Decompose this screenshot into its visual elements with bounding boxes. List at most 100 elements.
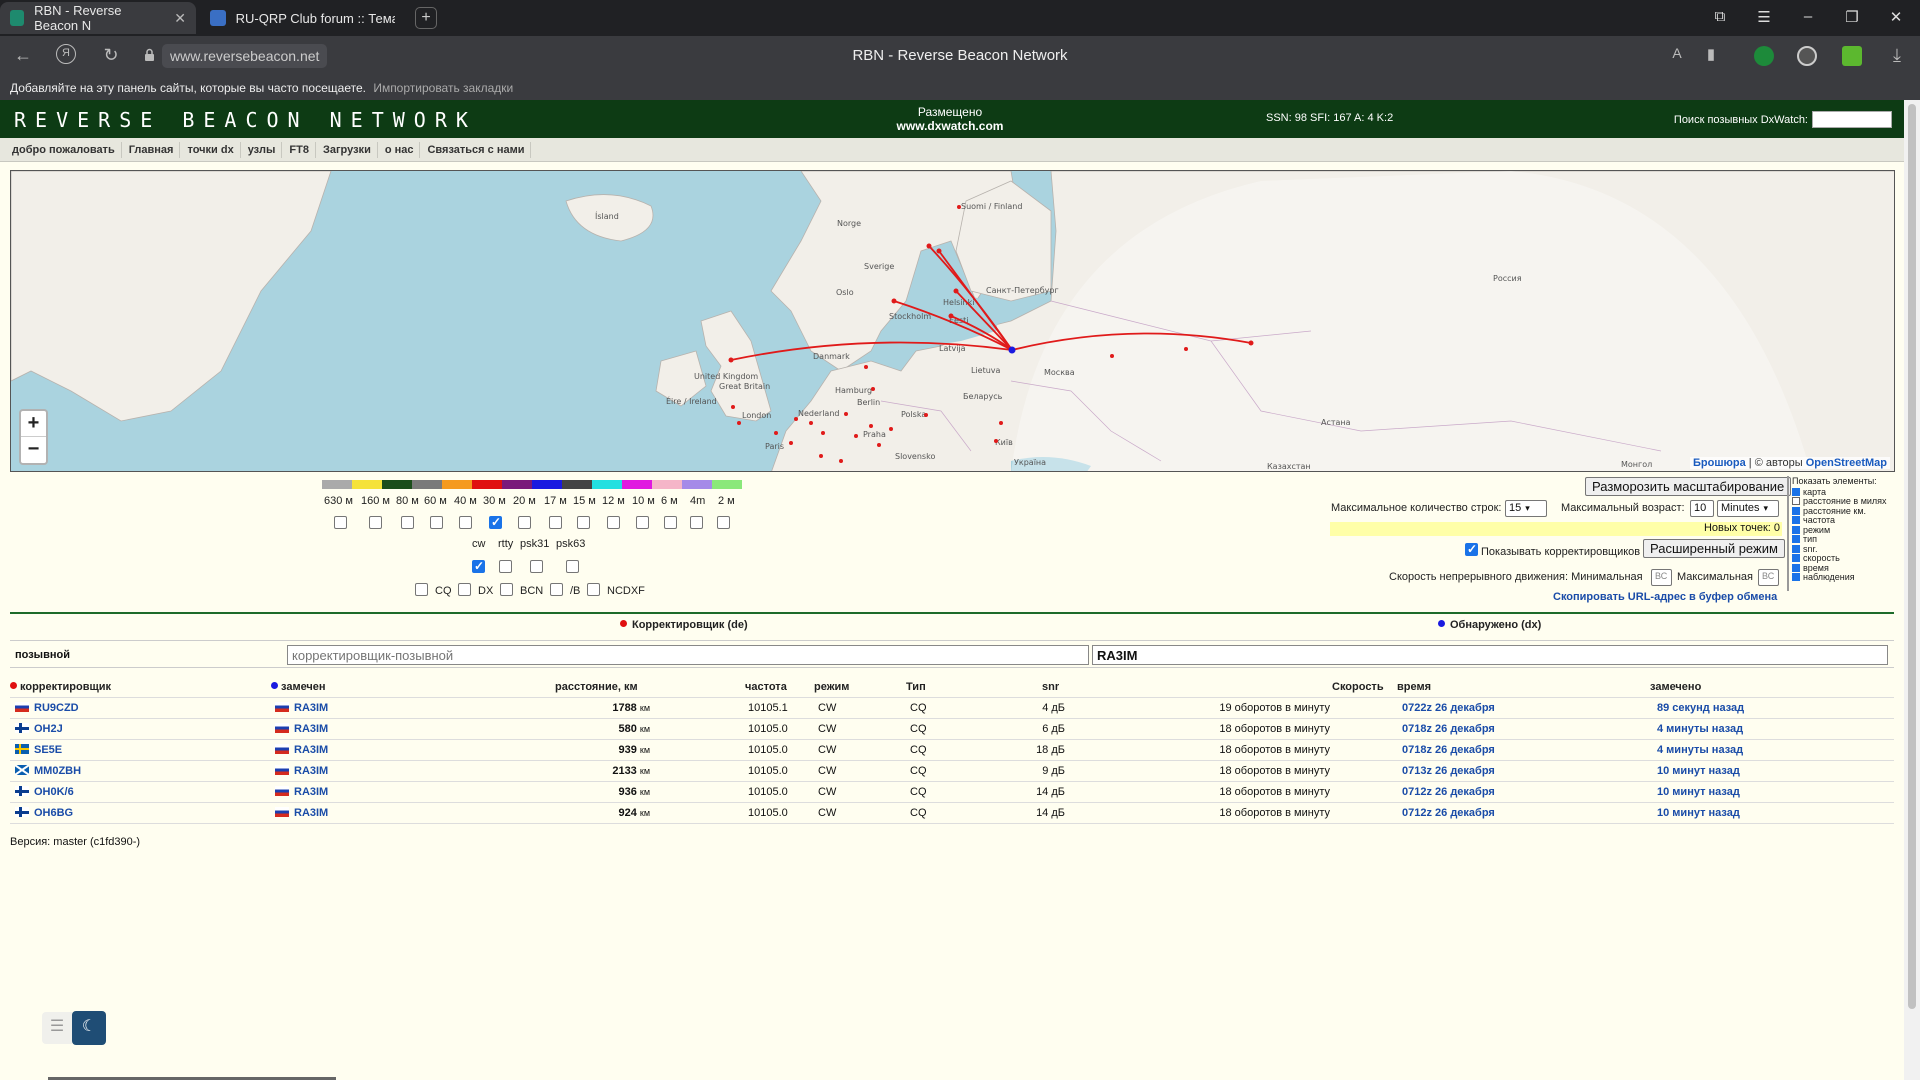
speed-min-input[interactable]: ВС (1651, 569, 1672, 586)
spotted-callsign-link[interactable]: RA3IM (294, 807, 329, 819)
reload-icon[interactable]: ↻ (103, 45, 119, 65)
show-element-option[interactable]: частота (1792, 515, 1904, 525)
show-element-checkbox[interactable] (1792, 516, 1800, 525)
restore-icon[interactable]: ❐ (1845, 9, 1859, 26)
horizontal-scroll-thumb[interactable] (48, 1077, 336, 1080)
col-header-speed[interactable]: Скорость (1332, 681, 1384, 693)
import-bookmarks-link[interactable]: Импортировать закладки (373, 81, 514, 95)
speed-max-input[interactable]: ВС (1758, 569, 1779, 586)
extension-shield-icon[interactable] (1754, 46, 1774, 66)
yandex-icon[interactable]: Я (56, 44, 76, 64)
band-checkbox[interactable] (607, 516, 620, 529)
col-header-skimmer[interactable]: корректировщик (10, 681, 111, 693)
band-checkbox[interactable] (334, 516, 347, 529)
downloads-icon[interactable]: ⤓ (1893, 45, 1901, 65)
url-field[interactable]: www.reversebeacon.net (162, 44, 328, 68)
show-element-checkbox[interactable] (1792, 535, 1800, 544)
hamburger-menu-icon[interactable]: ☰ (42, 1012, 72, 1044)
band-checkbox[interactable] (549, 516, 562, 529)
col-header-snr[interactable]: snr (1042, 681, 1060, 693)
extension-bulb-icon[interactable] (1797, 46, 1817, 66)
hosted-site-link[interactable]: www.dxwatch.com (896, 119, 1004, 133)
new-tab-button[interactable]: + (415, 7, 437, 29)
back-icon[interactable]: ← (14, 45, 32, 65)
max-age-input[interactable]: 10 (1690, 500, 1714, 517)
mode-checkbox-psk31[interactable] (530, 560, 543, 573)
type-checkbox-beacon[interactable] (550, 583, 563, 596)
seen-link[interactable]: 4 минуты назад (1657, 744, 1744, 756)
show-element-option[interactable]: скорость (1792, 553, 1904, 563)
nav-ft8[interactable]: FT8 (283, 142, 316, 158)
close-window-icon[interactable]: ✕ (1889, 9, 1903, 26)
time-link[interactable]: 0713z 26 декабря (1402, 765, 1495, 777)
skimmer-callsign-link[interactable]: RU9CZD (34, 702, 79, 714)
spotted-callsign-link[interactable]: RA3IM (294, 765, 329, 777)
spotted-callsign-link[interactable]: RA3IM (294, 702, 329, 714)
nav-downloads[interactable]: Загрузки (317, 142, 378, 158)
show-element-checkbox[interactable] (1792, 497, 1800, 506)
unfreeze-zoom-button[interactable]: Разморозить масштабирование (1585, 477, 1792, 496)
site-logo[interactable]: REVERSE BEACON NETWORK (14, 108, 477, 132)
col-header-spotted[interactable]: замечен (271, 681, 326, 693)
max-rows-select[interactable]: 15 ▾ (1505, 500, 1547, 517)
mode-checkbox-cw[interactable] (472, 559, 485, 573)
col-header-type[interactable]: Тип (906, 681, 926, 693)
tab-rbn[interactable]: RBN - Reverse Beacon N ✕ (0, 2, 196, 34)
seen-link[interactable]: 4 минуты назад (1657, 723, 1744, 735)
nav-contact[interactable]: Связаться с нами (421, 142, 532, 158)
leaflet-link[interactable]: Брошюра (1692, 457, 1746, 469)
nav-about[interactable]: о нас (379, 142, 421, 158)
time-link[interactable]: 0718z 26 декабря (1402, 723, 1495, 735)
show-element-checkbox[interactable] (1792, 487, 1800, 496)
type-checkbox-bcn[interactable] (500, 583, 513, 596)
col-header-time[interactable]: время (1397, 681, 1432, 693)
skimmer-callsign-link[interactable]: OH2J (34, 723, 63, 735)
type-checkbox-ncdxf[interactable] (587, 583, 600, 596)
tab-ru-qrp[interactable]: RU-QRP Club forum :: Тема (200, 2, 405, 34)
mode-checkbox-psk63[interactable] (566, 560, 579, 573)
show-element-option[interactable]: режим (1792, 525, 1904, 535)
mode-checkbox-rtty[interactable] (499, 560, 512, 573)
map-canvas[interactable]: Ísland Norge Suomi / Finland Sverige Osl… (11, 171, 1895, 472)
col-header-frequency[interactable]: частота (745, 681, 787, 693)
seen-link[interactable]: 10 минут назад (1657, 786, 1740, 798)
band-checkbox[interactable] (636, 516, 649, 529)
nav-dx-spots[interactable]: точки dx (181, 142, 241, 158)
spot-map[interactable]: Ísland Norge Suomi / Finland Sverige Osl… (10, 170, 1895, 472)
menu-icon[interactable]: ☰ (1757, 9, 1771, 26)
band-checkbox[interactable] (369, 516, 382, 529)
band-checkbox[interactable] (577, 516, 590, 529)
col-header-mode[interactable]: режим (814, 681, 850, 693)
moon-icon[interactable]: ☾ (72, 1011, 106, 1045)
extension-download-icon[interactable] (1842, 46, 1862, 66)
show-element-checkbox[interactable] (1792, 525, 1800, 534)
spotted-callsign-link[interactable]: RA3IM (294, 723, 329, 735)
bookmark-icon[interactable]: ▮ (1706, 46, 1716, 63)
extended-mode-button[interactable]: Расширенный режим (1643, 539, 1785, 558)
skimmer-callsign-link[interactable]: OH6BG (34, 807, 74, 819)
col-header-seen[interactable]: замечено (1650, 681, 1702, 693)
show-element-checkbox[interactable] (1792, 563, 1800, 572)
col-header-distance[interactable]: расстояние, км (555, 681, 638, 693)
type-checkbox-cq[interactable] (415, 583, 428, 596)
page-scrollbar[interactable] (1904, 100, 1920, 1080)
show-element-option[interactable]: расстояние в милях (1792, 496, 1904, 506)
show-skimmers-checkbox[interactable] (1465, 542, 1478, 556)
translate-icon[interactable]: A (1672, 45, 1682, 61)
show-element-option[interactable]: время (1792, 563, 1904, 573)
band-checkbox[interactable] (690, 516, 703, 529)
scroll-thumb[interactable] (1908, 104, 1916, 1009)
dxwatch-search-input[interactable] (1812, 111, 1892, 128)
show-element-checkbox[interactable] (1792, 573, 1800, 582)
time-link[interactable]: 0712z 26 декабря (1402, 807, 1495, 819)
band-checkbox[interactable] (401, 516, 414, 529)
zoom-in-button[interactable]: + (21, 411, 46, 437)
band-checkbox[interactable] (664, 516, 677, 529)
band-checkbox[interactable] (518, 516, 531, 529)
show-element-option[interactable]: карта (1792, 487, 1904, 497)
show-element-option[interactable]: snr. (1792, 544, 1904, 554)
seen-link[interactable]: 10 минут назад (1657, 807, 1740, 819)
band-checkbox[interactable] (489, 515, 502, 529)
seen-link[interactable]: 89 секунд назад (1657, 702, 1745, 714)
band-checkbox[interactable] (459, 516, 472, 529)
